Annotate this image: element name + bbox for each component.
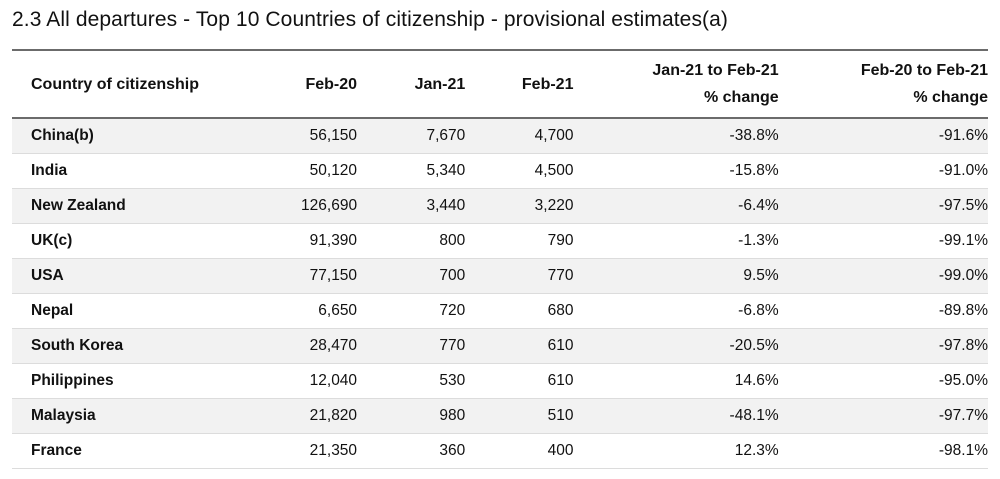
country-cell: New Zealand [12,188,260,224]
country-cell: USA [12,258,260,294]
jan-feb-change-cell: -48.1% [573,398,779,434]
feb21-cell: 400 [465,433,574,469]
header-feb20: Feb-20 [305,75,358,93]
table-row: France 21,350 360 400 12.3% -98.1% [12,433,988,469]
table-row: South Korea 28,470 770 610 -20.5% -97.8% [12,328,988,364]
table-row: Malaysia 21,820 980 510 -48.1% -97.7% [12,398,988,434]
feb20-cell: 126,690 [259,188,358,224]
country-cell: South Korea [12,328,260,364]
jan21-cell: 720 [357,293,466,329]
header-row: Country of citizenship Feb-20 Jan-21 Feb… [12,50,988,118]
jan21-cell: 3,440 [357,188,466,224]
feb-feb-change-cell: -97.8% [778,328,988,364]
feb-feb-change-cell: -95.0% [778,363,988,399]
country-cell: Malaysia [12,398,260,434]
header-feb21: Feb-21 [521,75,574,93]
departures-table: Country of citizenship Feb-20 Jan-21 Feb… [12,49,988,469]
jan-feb-change-cell: 12.3% [573,433,779,469]
jan-feb-change-cell: -6.4% [573,188,779,224]
jan-feb-change-cell: -20.5% [573,328,779,364]
country-cell: India [12,153,260,189]
header-jan21-feb21-line1: Jan-21 to Feb-21 [652,62,779,79]
jan-feb-change-cell: 14.6% [573,363,779,399]
feb21-cell: 790 [465,223,574,259]
feb20-cell: 77,150 [259,258,358,294]
feb20-cell: 91,390 [259,223,358,259]
header-feb20-feb21-line1: Feb-20 to Feb-21 [860,62,988,79]
feb20-cell: 6,650 [259,293,358,329]
jan21-cell: 700 [357,258,466,294]
table-row: Philippines 12,040 530 610 14.6% -95.0% [12,363,988,399]
feb21-cell: 4,500 [465,153,574,189]
feb20-cell: 21,820 [259,398,358,434]
feb-feb-change-cell: -99.0% [778,258,988,294]
header-jan21-feb21-line2: % change [703,89,779,106]
table-row: China(b) 56,150 7,670 4,700 -38.8% -91.6… [12,118,988,154]
feb20-cell: 12,040 [259,363,358,399]
feb-feb-change-cell: -97.7% [778,398,988,434]
table-body: China(b) 56,150 7,670 4,700 -38.8% -91.6… [12,118,988,469]
feb-feb-change-cell: -97.5% [778,188,988,224]
jan-feb-change-cell: -6.8% [573,293,779,329]
country-cell: UK(c) [12,223,260,259]
jan21-cell: 530 [357,363,466,399]
table-title: 2.3 All departures - Top 10 Countries of… [12,8,729,31]
table-row: Nepal 6,650 720 680 -6.8% -89.8% [12,293,988,329]
feb20-cell: 21,350 [259,433,358,469]
table-row: UK(c) 91,390 800 790 -1.3% -99.1% [12,223,988,259]
feb-feb-change-cell: -89.8% [778,293,988,329]
table-row: USA 77,150 700 770 9.5% -99.0% [12,258,988,294]
header-jan21-feb21-change: Jan-21 to Feb-21 % change [573,50,778,118]
feb21-cell: 4,700 [465,118,574,154]
header-jan21: Jan-21 [414,75,466,93]
country-cell: France [12,433,260,469]
jan-feb-change-cell: -38.8% [573,118,779,154]
country-cell: Philippines [12,363,260,399]
country-cell: China(b) [12,118,260,154]
table-row: New Zealand 126,690 3,440 3,220 -6.4% -9… [12,188,988,224]
header-feb20-feb21-line2: % change [913,89,988,106]
feb21-cell: 510 [465,398,574,434]
jan21-cell: 5,340 [357,153,466,189]
jan21-cell: 980 [357,398,466,434]
header-feb20-feb21-change: Feb-20 to Feb-21 % change [779,50,988,118]
jan21-cell: 770 [357,328,466,364]
feb-feb-change-cell: -99.1% [778,223,988,259]
table-header: Country of citizenship Feb-20 Jan-21 Feb… [12,50,988,118]
header-country: Country of citizenship [31,75,199,93]
feb21-cell: 770 [465,258,574,294]
feb21-cell: 680 [465,293,574,329]
feb21-cell: 3,220 [465,188,574,224]
country-cell: Nepal [12,293,260,329]
feb20-cell: 56,150 [259,118,358,154]
feb-feb-change-cell: -91.6% [778,118,988,154]
table-row: India 50,120 5,340 4,500 -15.8% -91.0% [12,153,988,189]
jan-feb-change-cell: -1.3% [573,223,779,259]
jan-feb-change-cell: -15.8% [573,153,779,189]
jan21-cell: 360 [357,433,466,469]
feb21-cell: 610 [465,363,574,399]
feb-feb-change-cell: -98.1% [778,433,988,469]
feb20-cell: 28,470 [259,328,358,364]
feb-feb-change-cell: -91.0% [778,153,988,189]
jan-feb-change-cell: 9.5% [573,258,779,294]
jan21-cell: 800 [357,223,466,259]
feb20-cell: 50,120 [259,153,358,189]
feb21-cell: 610 [465,328,574,364]
jan21-cell: 7,670 [357,118,466,154]
